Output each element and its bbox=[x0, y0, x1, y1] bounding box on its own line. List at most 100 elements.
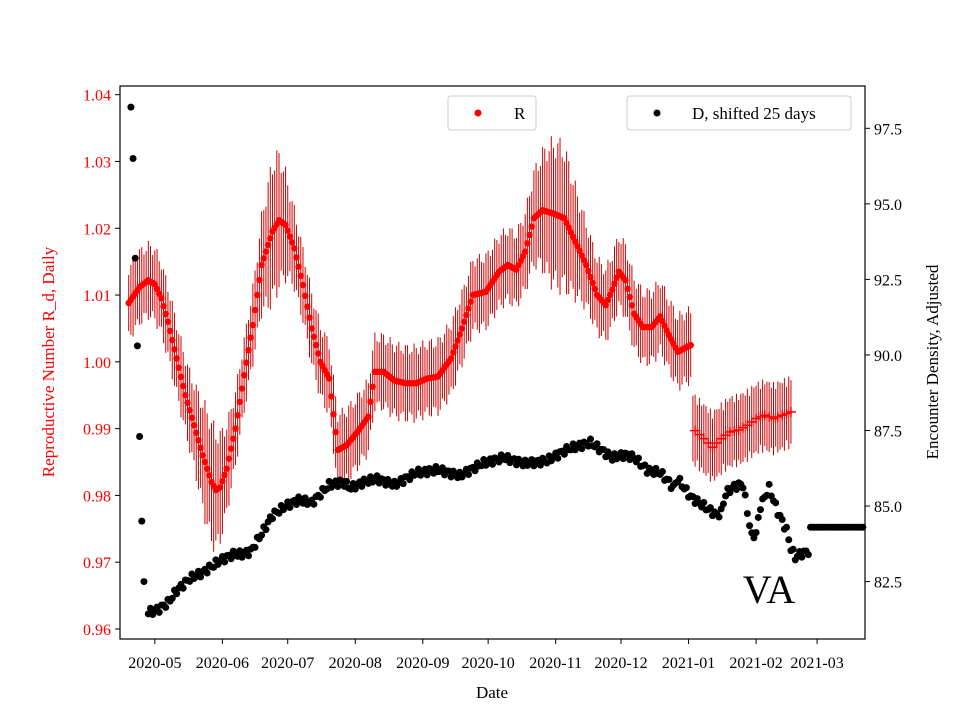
r-point bbox=[234, 412, 241, 419]
r-point bbox=[582, 261, 590, 269]
r-point bbox=[217, 484, 224, 491]
d-point bbox=[140, 578, 148, 586]
d-point bbox=[471, 467, 479, 475]
legend-d: D, shifted 25 days bbox=[626, 95, 852, 131]
r-point bbox=[260, 255, 267, 262]
d-point bbox=[785, 536, 793, 544]
legend-r-marker bbox=[474, 109, 482, 117]
legend-d-marker bbox=[653, 109, 661, 117]
legend-d-label: D, shifted 25 days bbox=[692, 104, 816, 123]
d-point bbox=[351, 485, 359, 493]
r-point bbox=[463, 311, 470, 319]
d-point bbox=[262, 526, 270, 534]
d-point bbox=[750, 534, 758, 542]
d-point bbox=[765, 480, 773, 488]
r-point bbox=[236, 398, 244, 406]
r-point bbox=[267, 235, 274, 242]
x-tick-label: 2020-06 bbox=[196, 655, 249, 672]
y-right-tick-label: 82.5 bbox=[874, 575, 902, 592]
r-point bbox=[526, 231, 533, 239]
r-point bbox=[199, 452, 206, 459]
y-left-tick-label: 0.97 bbox=[83, 555, 111, 572]
plot-frame bbox=[119, 85, 866, 640]
d-point bbox=[127, 103, 135, 111]
r-point bbox=[297, 272, 305, 280]
d-point bbox=[399, 480, 407, 488]
y-axis-left: 0.96 0.97 0.98 0.99 1.00 1.01 1.02 1.03 1.04 bbox=[83, 88, 120, 639]
d-point bbox=[665, 476, 673, 484]
r-point bbox=[254, 291, 261, 299]
r-point bbox=[315, 350, 322, 357]
d-point bbox=[746, 522, 754, 530]
d-point bbox=[423, 471, 431, 479]
r-point bbox=[330, 411, 337, 418]
r-point bbox=[585, 267, 592, 275]
r-point bbox=[258, 261, 265, 269]
d-point bbox=[798, 553, 806, 561]
d-point bbox=[743, 510, 751, 518]
x-tick-label: 2021-01 bbox=[662, 655, 715, 672]
r-point bbox=[190, 422, 198, 429]
r-point bbox=[604, 296, 612, 304]
y-left-tick-label: 0.99 bbox=[83, 422, 111, 439]
d-point bbox=[783, 523, 791, 531]
legend-r: R bbox=[447, 95, 537, 131]
r-point bbox=[365, 413, 372, 420]
r-point bbox=[186, 407, 193, 414]
r-point bbox=[456, 331, 464, 338]
d-point bbox=[310, 500, 318, 508]
r-point bbox=[465, 305, 472, 312]
r-point bbox=[587, 273, 594, 281]
r-point bbox=[164, 318, 172, 325]
d-point bbox=[343, 477, 351, 485]
d-point bbox=[133, 342, 141, 350]
r-series bbox=[125, 207, 694, 494]
d-point bbox=[155, 608, 163, 616]
d-point bbox=[203, 569, 211, 577]
r-point bbox=[203, 465, 211, 472]
r-point bbox=[264, 241, 272, 249]
r-point bbox=[528, 223, 535, 230]
d-point bbox=[772, 499, 780, 507]
r-point bbox=[286, 233, 294, 240]
d-point bbox=[752, 529, 760, 537]
x-tick-label: 2020-11 bbox=[529, 655, 582, 672]
r-point bbox=[223, 465, 230, 472]
r-point bbox=[197, 444, 204, 452]
r-point bbox=[225, 455, 233, 462]
r-point bbox=[460, 318, 468, 325]
r-point bbox=[521, 248, 529, 255]
r-point bbox=[173, 355, 180, 362]
r-point bbox=[251, 306, 259, 314]
x-axis: 2020-05 2020-06 2020-07 2020-08 2020-09 2020-… bbox=[128, 639, 844, 672]
r-point bbox=[221, 471, 228, 479]
y-axis-right: 82.5 85.0 87.5 90.0 92.5 95.0 97.5 bbox=[865, 121, 902, 592]
d-point bbox=[197, 573, 205, 581]
r-point bbox=[624, 285, 631, 292]
d-point bbox=[465, 471, 473, 479]
d-point bbox=[286, 503, 294, 511]
d-point bbox=[560, 450, 568, 458]
r-point bbox=[219, 477, 226, 485]
r-point bbox=[227, 445, 235, 452]
x-tick-label: 2021-03 bbox=[790, 655, 843, 672]
r-point bbox=[288, 239, 296, 246]
r-point bbox=[602, 301, 609, 309]
d-point bbox=[406, 476, 414, 484]
d-point bbox=[700, 498, 708, 506]
d-point bbox=[706, 504, 714, 512]
d-point bbox=[162, 603, 170, 611]
r-point bbox=[166, 327, 174, 335]
legend-r-box bbox=[447, 95, 537, 131]
r-late-series bbox=[690, 376, 796, 482]
x-tick-label: 2020-08 bbox=[329, 655, 382, 672]
d-point bbox=[804, 551, 812, 559]
d-point bbox=[489, 460, 496, 468]
d-point bbox=[719, 500, 727, 508]
y-left-tick-label: 0.98 bbox=[83, 488, 111, 505]
d-series bbox=[127, 103, 867, 619]
r-point bbox=[245, 346, 252, 354]
legend-r-label: R bbox=[514, 104, 526, 123]
d-point bbox=[168, 594, 176, 602]
d-point bbox=[251, 543, 259, 551]
